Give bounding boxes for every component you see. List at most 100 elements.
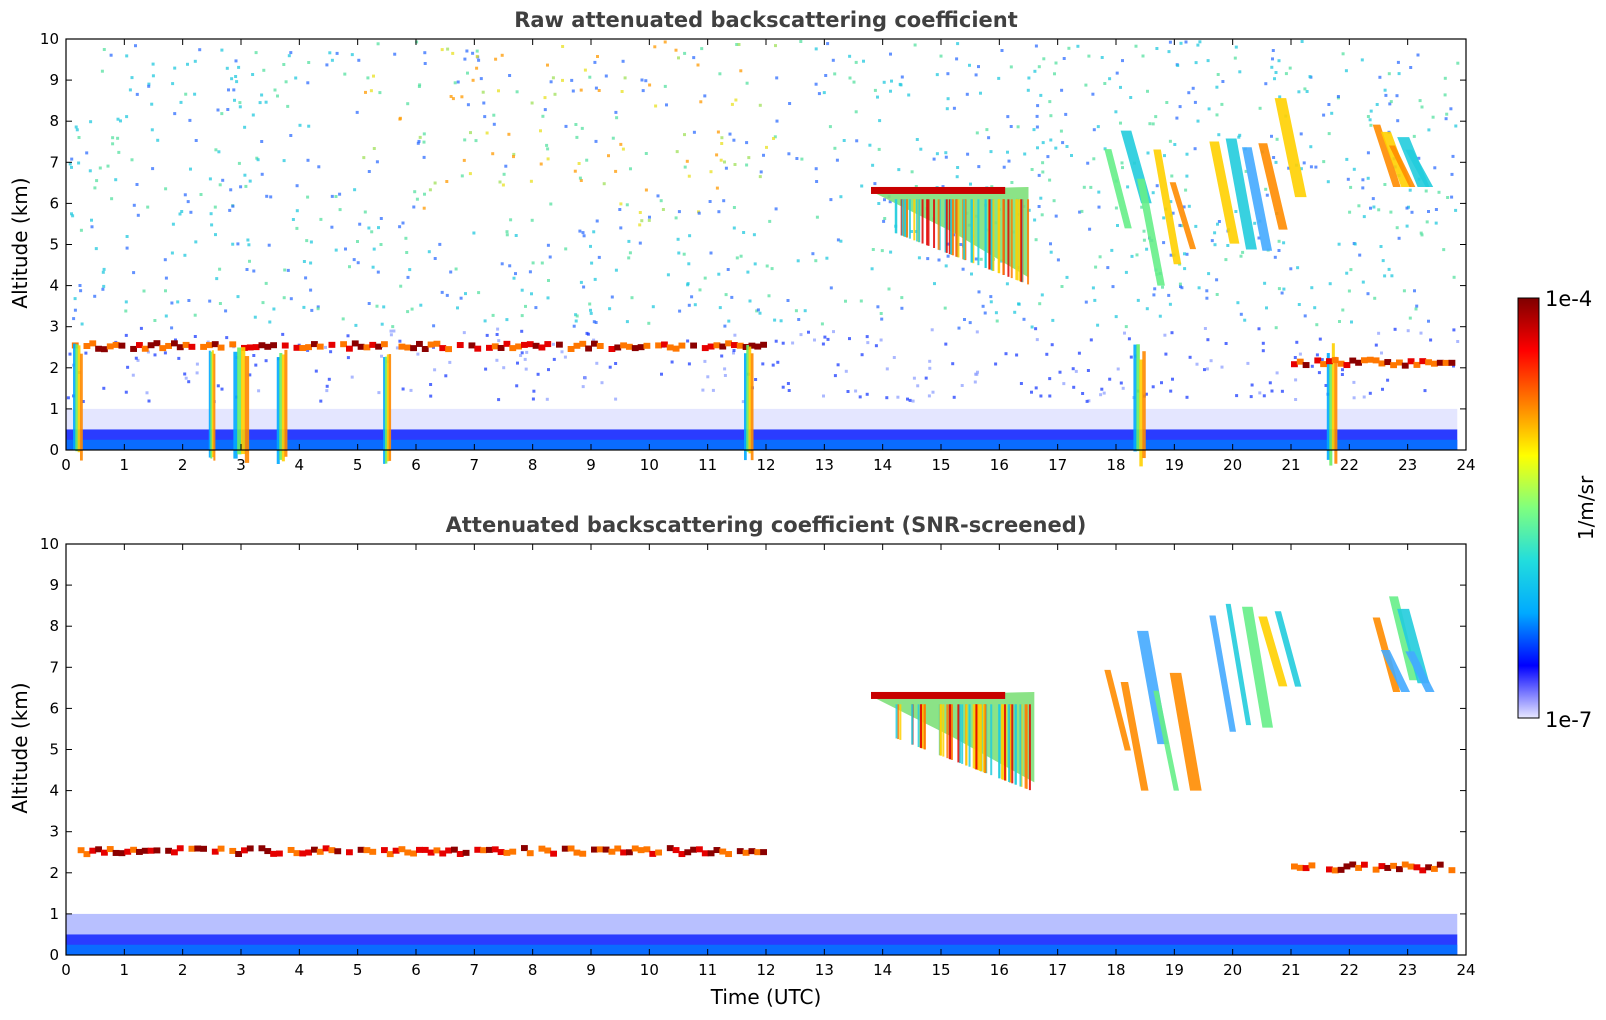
x-tick-label: 21 (1281, 961, 1300, 979)
y-tick-label: 3 (49, 823, 59, 841)
cirrus-streaks (1209, 603, 1302, 732)
low-cloud-layer (77, 845, 767, 858)
x-tick-label: 6 (411, 456, 421, 474)
x-tick-label: 17 (1048, 456, 1067, 474)
x-tick-label: 11 (698, 456, 717, 474)
x-tick-label: 13 (815, 961, 834, 979)
cirrus-streaks (1372, 596, 1435, 692)
x-tick-label: 12 (756, 456, 775, 474)
x-tick-label: 9 (586, 456, 596, 474)
x-tick-label: 13 (815, 456, 834, 474)
x-tick-label: 8 (528, 456, 538, 474)
y-axis-label: Altitude (km) (8, 177, 32, 308)
y-tick-label: 1 (49, 905, 59, 923)
x-tick-label: 21 (1281, 456, 1300, 474)
colorbar-min-label: 1e-7 (1545, 708, 1592, 732)
boundary-layer-aerosol (66, 913, 1458, 955)
boundary-layer-aerosol (66, 408, 1458, 450)
x-tick-label: 23 (1398, 961, 1417, 979)
colorbar: 1e-4 1e-7 1/m/sr (1517, 287, 1598, 732)
x-tick-label: 10 (640, 961, 659, 979)
x-tick-label: 6 (411, 961, 421, 979)
y-tick-label: 8 (49, 617, 59, 635)
x-tick-label: 2 (178, 456, 188, 474)
x-tick-label: 23 (1398, 456, 1417, 474)
x-tick-label: 0 (61, 961, 71, 979)
y-tick-label: 9 (49, 576, 59, 594)
low-cloud-layer (71, 340, 767, 353)
heatmap-area (66, 596, 1458, 955)
y-tick-label: 3 (49, 318, 59, 336)
y-tick-label: 1 (49, 400, 59, 418)
y-tick-label: 2 (49, 864, 59, 882)
x-tick-label: 19 (1165, 961, 1184, 979)
y-axis-label: Altitude (km) (8, 682, 32, 813)
x-tick-label: 7 (470, 456, 480, 474)
y-tick-label: 6 (49, 194, 59, 212)
y-tick-label: 7 (49, 153, 59, 171)
cirrus-streaks (1104, 130, 1197, 286)
x-tick-label: 9 (586, 961, 596, 979)
x-tick-label: 5 (353, 456, 363, 474)
x-tick-label: 22 (1340, 961, 1359, 979)
x-tick-label: 16 (990, 961, 1009, 979)
cirrus-streaks (1372, 124, 1434, 187)
raw-backscatter-panel: Raw attenuated backscattering coefficien… (8, 8, 1476, 474)
x-tick-label: 24 (1456, 456, 1475, 474)
x-tick-label: 12 (756, 961, 775, 979)
x-tick-label: 11 (698, 961, 717, 979)
cirrus-streaks (1104, 630, 1202, 791)
x-tick-label: 20 (1223, 961, 1242, 979)
heatmap-area (66, 40, 1460, 467)
axis-ticks: 0 1 2 3 4 5 6 7 8 9 10 11 12 13 14 15 16 17 18 19 20 21 22 23 24… (40, 535, 1476, 979)
low-cloud-layer (1291, 356, 1456, 369)
y-tick-label: 7 (49, 658, 59, 676)
x-tick-label: 18 (1106, 456, 1125, 474)
x-tick-label: 8 (528, 961, 538, 979)
y-tick-label: 4 (49, 782, 59, 800)
x-tick-label: 15 (931, 961, 950, 979)
midlevel-cloud (871, 691, 1035, 791)
x-tick-label: 20 (1223, 456, 1242, 474)
y-tick-label: 0 (49, 441, 59, 459)
x-axis-label: Time (UTC) (710, 985, 822, 1009)
precipitation-columns (73, 343, 1338, 467)
y-tick-label: 5 (49, 236, 59, 254)
x-tick-label: 5 (353, 961, 363, 979)
x-tick-label: 2 (178, 961, 188, 979)
x-tick-label: 7 (470, 961, 480, 979)
x-tick-label: 16 (990, 456, 1009, 474)
y-tick-label: 6 (49, 699, 59, 717)
x-tick-label: 24 (1456, 961, 1475, 979)
low-cloud-layer (1291, 861, 1456, 874)
y-tick-label: 10 (40, 30, 59, 48)
x-tick-label: 1 (120, 456, 130, 474)
x-tick-label: 1 (120, 961, 130, 979)
colorbar-max-label: 1e-4 (1545, 287, 1592, 311)
panel-title: Raw attenuated backscattering coefficien… (514, 8, 1018, 32)
y-tick-label: 10 (40, 535, 59, 553)
x-tick-label: 3 (236, 456, 246, 474)
y-tick-label: 9 (49, 71, 59, 89)
x-tick-label: 3 (236, 961, 246, 979)
x-tick-label: 18 (1106, 961, 1125, 979)
y-tick-label: 8 (49, 112, 59, 130)
x-tick-label: 14 (873, 961, 892, 979)
y-tick-label: 5 (49, 741, 59, 759)
panel-title: Attenuated backscattering coefficient (S… (446, 513, 1087, 537)
cirrus-streaks (1209, 98, 1307, 251)
x-tick-label: 4 (295, 456, 305, 474)
x-tick-label: 22 (1340, 456, 1359, 474)
y-tick-label: 4 (49, 277, 59, 295)
noise-background (66, 40, 1460, 404)
x-tick-label: 14 (873, 456, 892, 474)
x-tick-label: 4 (295, 961, 305, 979)
colorbar-unit-label: 1/m/sr (1574, 475, 1598, 540)
x-tick-label: 15 (931, 456, 950, 474)
snr-screened-backscatter-panel: Attenuated backscattering coefficient (S… (8, 513, 1476, 1009)
x-tick-label: 10 (640, 456, 659, 474)
y-tick-label: 0 (49, 946, 59, 964)
x-tick-label: 0 (61, 456, 71, 474)
y-tick-label: 2 (49, 359, 59, 377)
